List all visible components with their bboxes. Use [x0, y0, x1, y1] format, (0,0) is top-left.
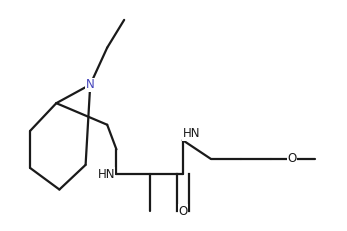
- Text: O: O: [288, 152, 297, 165]
- Text: O: O: [178, 205, 187, 218]
- Text: HN: HN: [183, 127, 200, 140]
- Text: HN: HN: [98, 168, 115, 181]
- Text: N: N: [86, 78, 95, 91]
